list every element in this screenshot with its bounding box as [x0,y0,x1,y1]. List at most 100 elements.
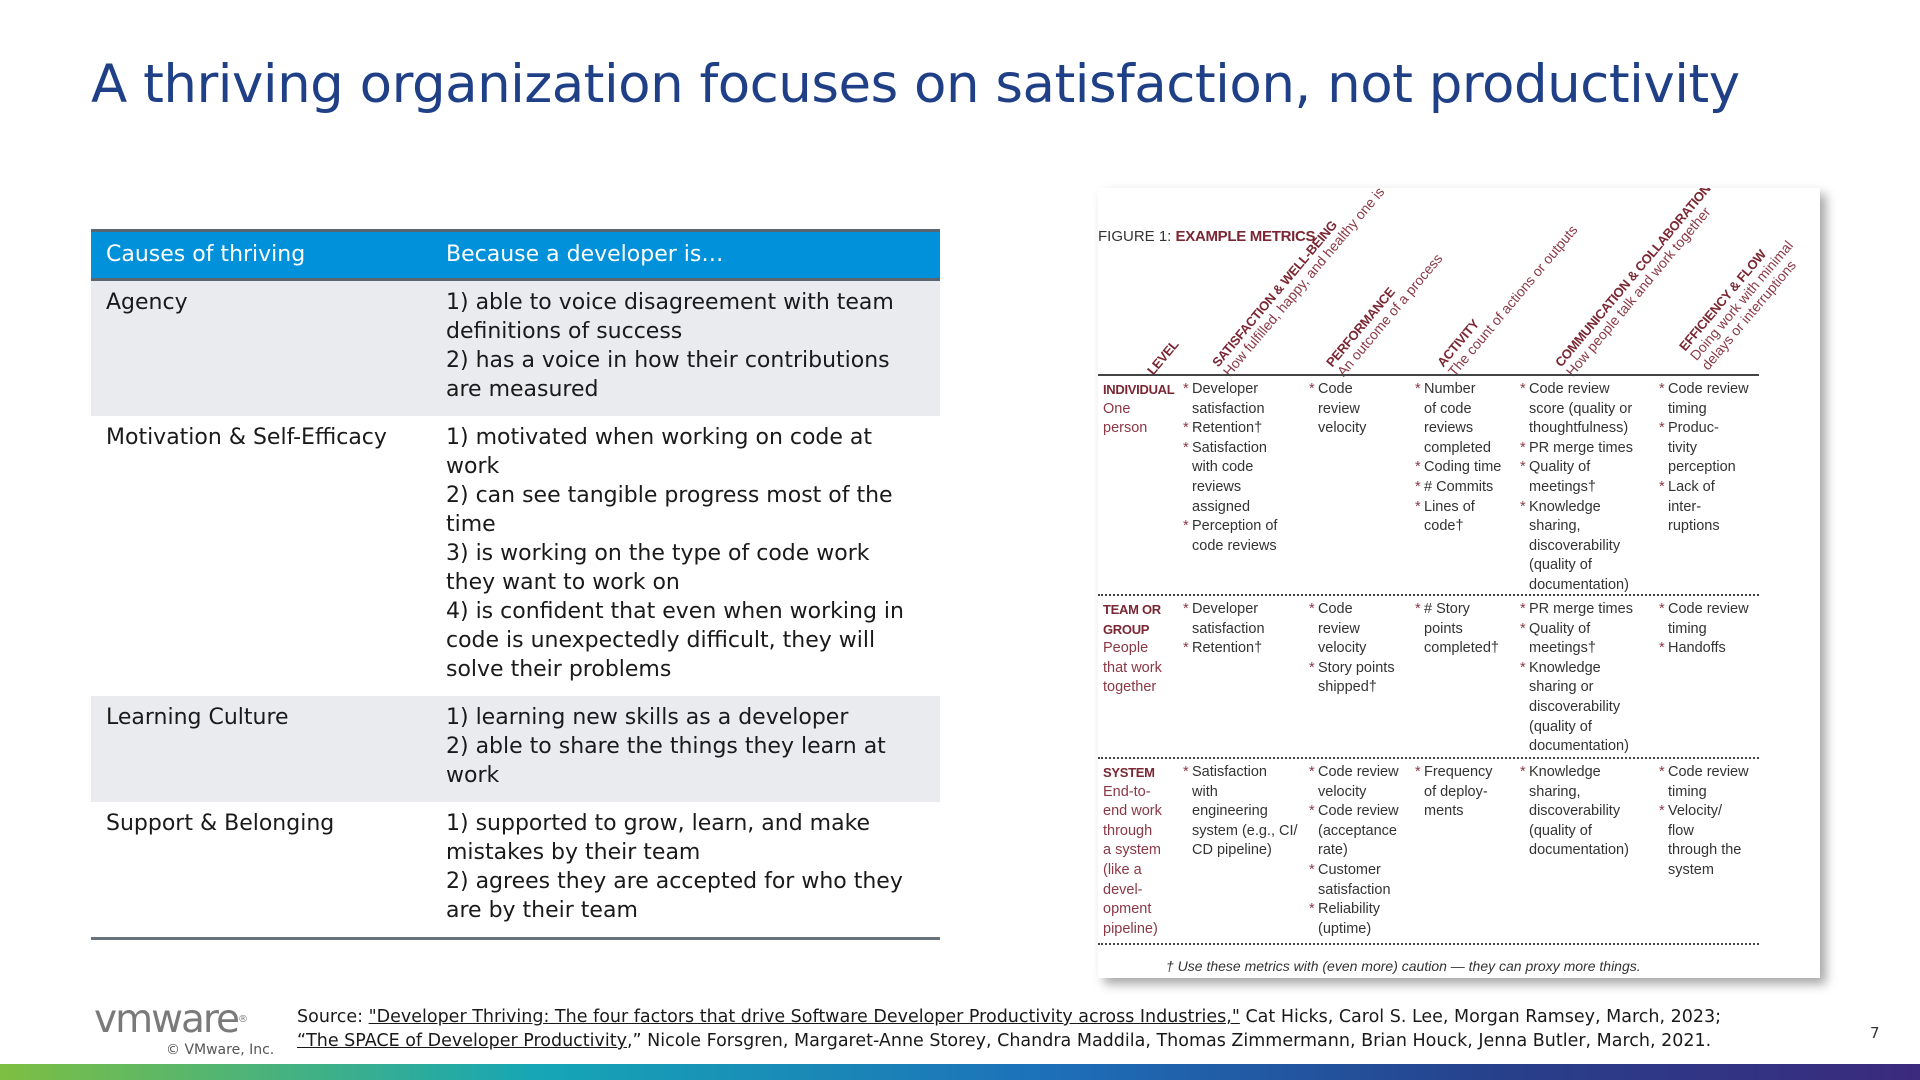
because-line: they want to work on [446,570,680,595]
because-line: 1) motivated when working on code at [446,425,873,450]
because-line: solve their problems [446,657,672,682]
source-authors-2: ,” Nicole Forsgren, Margaret-Anne Storey… [626,1031,1712,1051]
level-cell: SYSTEM End-to-end work through a system (lik… [1098,759,1183,943]
because-line: are measured [446,377,599,402]
metric-item: # Commits [1415,478,1520,498]
metric-item: Coding time [1415,458,1520,478]
figure-caption-prefix: FIGURE 1: [1098,228,1172,245]
metric-cell: Code review timing Velocity/flow through th… [1659,759,1759,943]
because-line: work [446,454,500,479]
cause-cell: Learning Culture [91,696,431,802]
because-line: 2) able to share the things they learn a… [446,734,886,759]
because-line: 1) learning new skills as a developer [446,705,849,730]
metric-item: Satisfaction with code reviews assigned [1183,439,1309,517]
table-header-row: Causes of thriving Because a developer i… [91,229,940,281]
metric-item: Lack of inter-ruptions [1659,478,1759,537]
metric-item: Customer satisfaction [1309,861,1415,900]
metric-line: flow [1668,822,1694,839]
metric-line: Retention† [1192,640,1263,657]
metric-line: Code review [1668,381,1749,397]
because-line: work [446,763,500,788]
source-link-space[interactable]: “The SPACE of Developer Productivity [297,1031,627,1051]
metric-line: Customer [1318,861,1381,878]
metric-line: CD pipeline) [1192,842,1272,859]
figure-caption: FIGURE 1: EXAMPLE METRICS [1098,228,1316,245]
metric-line: sharing, [1529,783,1581,800]
metric-cell: Code review velocity [1309,376,1415,594]
metric-line: completed† [1424,640,1499,657]
metric-line: Code review [1668,601,1749,617]
metric-line: rate) [1318,842,1348,859]
table-row: Support & Belonging 1) supported to grow,… [91,802,940,940]
metric-line: (quality of [1529,557,1592,574]
metrics-row: SYSTEM End-to-end work through a system (lik… [1098,759,1759,945]
metric-item: PR merge times [1520,600,1659,620]
metric-item: Reliability (uptime) [1309,900,1415,939]
metric-line: reviews [1192,478,1242,495]
metric-item: Developer satisfaction [1183,380,1309,419]
metric-line: Story points [1318,659,1395,676]
metric-item: Lines of code† [1415,498,1520,537]
metric-line: velocity [1318,640,1367,657]
metric-item: Quality of meetings† [1520,620,1659,659]
level-name: INDIVIDUAL [1103,382,1175,397]
metric-line: of deploy- [1424,783,1488,800]
metric-line: Code review [1318,764,1399,780]
table-row: Learning Culture 1) learning new skills a… [91,696,940,802]
metric-line: (quality of [1529,822,1592,839]
because-line: time [446,512,496,537]
metric-line: Knowledge [1529,764,1601,780]
page-number: 7 [1870,1024,1880,1042]
figure-caption-title: EXAMPLE METRICS [1175,228,1316,245]
metric-item: Code review timing [1659,380,1759,419]
metric-line: ruptions [1668,518,1720,535]
metric-line: meetings† [1529,640,1596,657]
page-title: A thriving organization focuses on satis… [91,54,1740,115]
metric-line: system (e.g., CI/ [1192,822,1298,839]
metric-item: Code review (acceptance rate) [1309,802,1415,861]
because-line: 4) is confident that even when working i… [446,599,904,624]
metric-line: Satisfaction [1192,764,1267,780]
metric-line: timing [1668,783,1707,800]
metric-line: Knowledge [1529,498,1601,515]
level-description: end work [1103,803,1162,820]
metric-line: perception [1668,459,1736,476]
metric-line: meetings† [1529,478,1596,495]
metric-item: Number of code reviews completed [1415,380,1520,458]
copyright-text: © VMware, Inc. [166,1042,275,1058]
source-authors-1: Cat Hicks, Carol S. Lee, Morgan Ramsey, … [1239,1007,1722,1027]
table-row: Agency 1) able to voice disagreement with… [91,279,940,416]
header-efficiency: EFFICIENCY & FLOW Doing work with minima… [1676,237,1800,373]
metric-cell: Number of code reviews completed Coding time… [1415,376,1520,594]
because-line: 3) is working on the type of code work [446,541,870,566]
metric-line: system [1668,861,1714,878]
metric-line: satisfaction [1192,400,1265,417]
metric-line: sharing or [1529,679,1594,696]
metric-line: with [1192,783,1218,800]
metric-line: Code review [1318,803,1399,820]
metric-item: Code review velocity [1309,380,1415,439]
metric-line: satisfaction [1318,881,1391,898]
metric-line: (uptime) [1318,920,1372,937]
metric-line: code† [1424,518,1464,535]
metric-item: # Story points completed† [1415,600,1520,659]
metric-cell: Code review timing Produc-tivity perception… [1659,376,1759,594]
metric-line: thoughtfulness) [1529,420,1629,437]
metric-line: with code [1192,459,1254,476]
figure-footnote: † Use these metrics with (even more) cau… [1166,958,1641,974]
because-line: 2) can see tangible progress most of the [446,483,893,508]
metric-line: Developer [1192,381,1259,397]
level-cell: TEAM OR GROUP People that work together [1098,596,1183,757]
metric-line: Number [1424,381,1476,397]
metric-item: Knowledge sharing or discoverability (quali… [1520,659,1659,757]
example-metrics-figure: FIGURE 1: EXAMPLE METRICS LEVEL SATISFAC… [1098,188,1820,978]
metric-line: review [1318,400,1360,417]
source-label: Source: [297,1007,364,1027]
because-line: 1) supported to grow, learn, and make [446,811,871,836]
metric-item: Code review score (quality or thoughtfulne… [1520,380,1659,439]
source-link-developer-thriving[interactable]: "Developer Thriving: The four factors th… [368,1007,1240,1027]
metric-line: Coding time [1424,459,1502,476]
metric-line: score (quality or [1529,400,1633,417]
vmware-logo: vmware® [94,997,249,1042]
metric-item: Retention† [1183,419,1309,439]
